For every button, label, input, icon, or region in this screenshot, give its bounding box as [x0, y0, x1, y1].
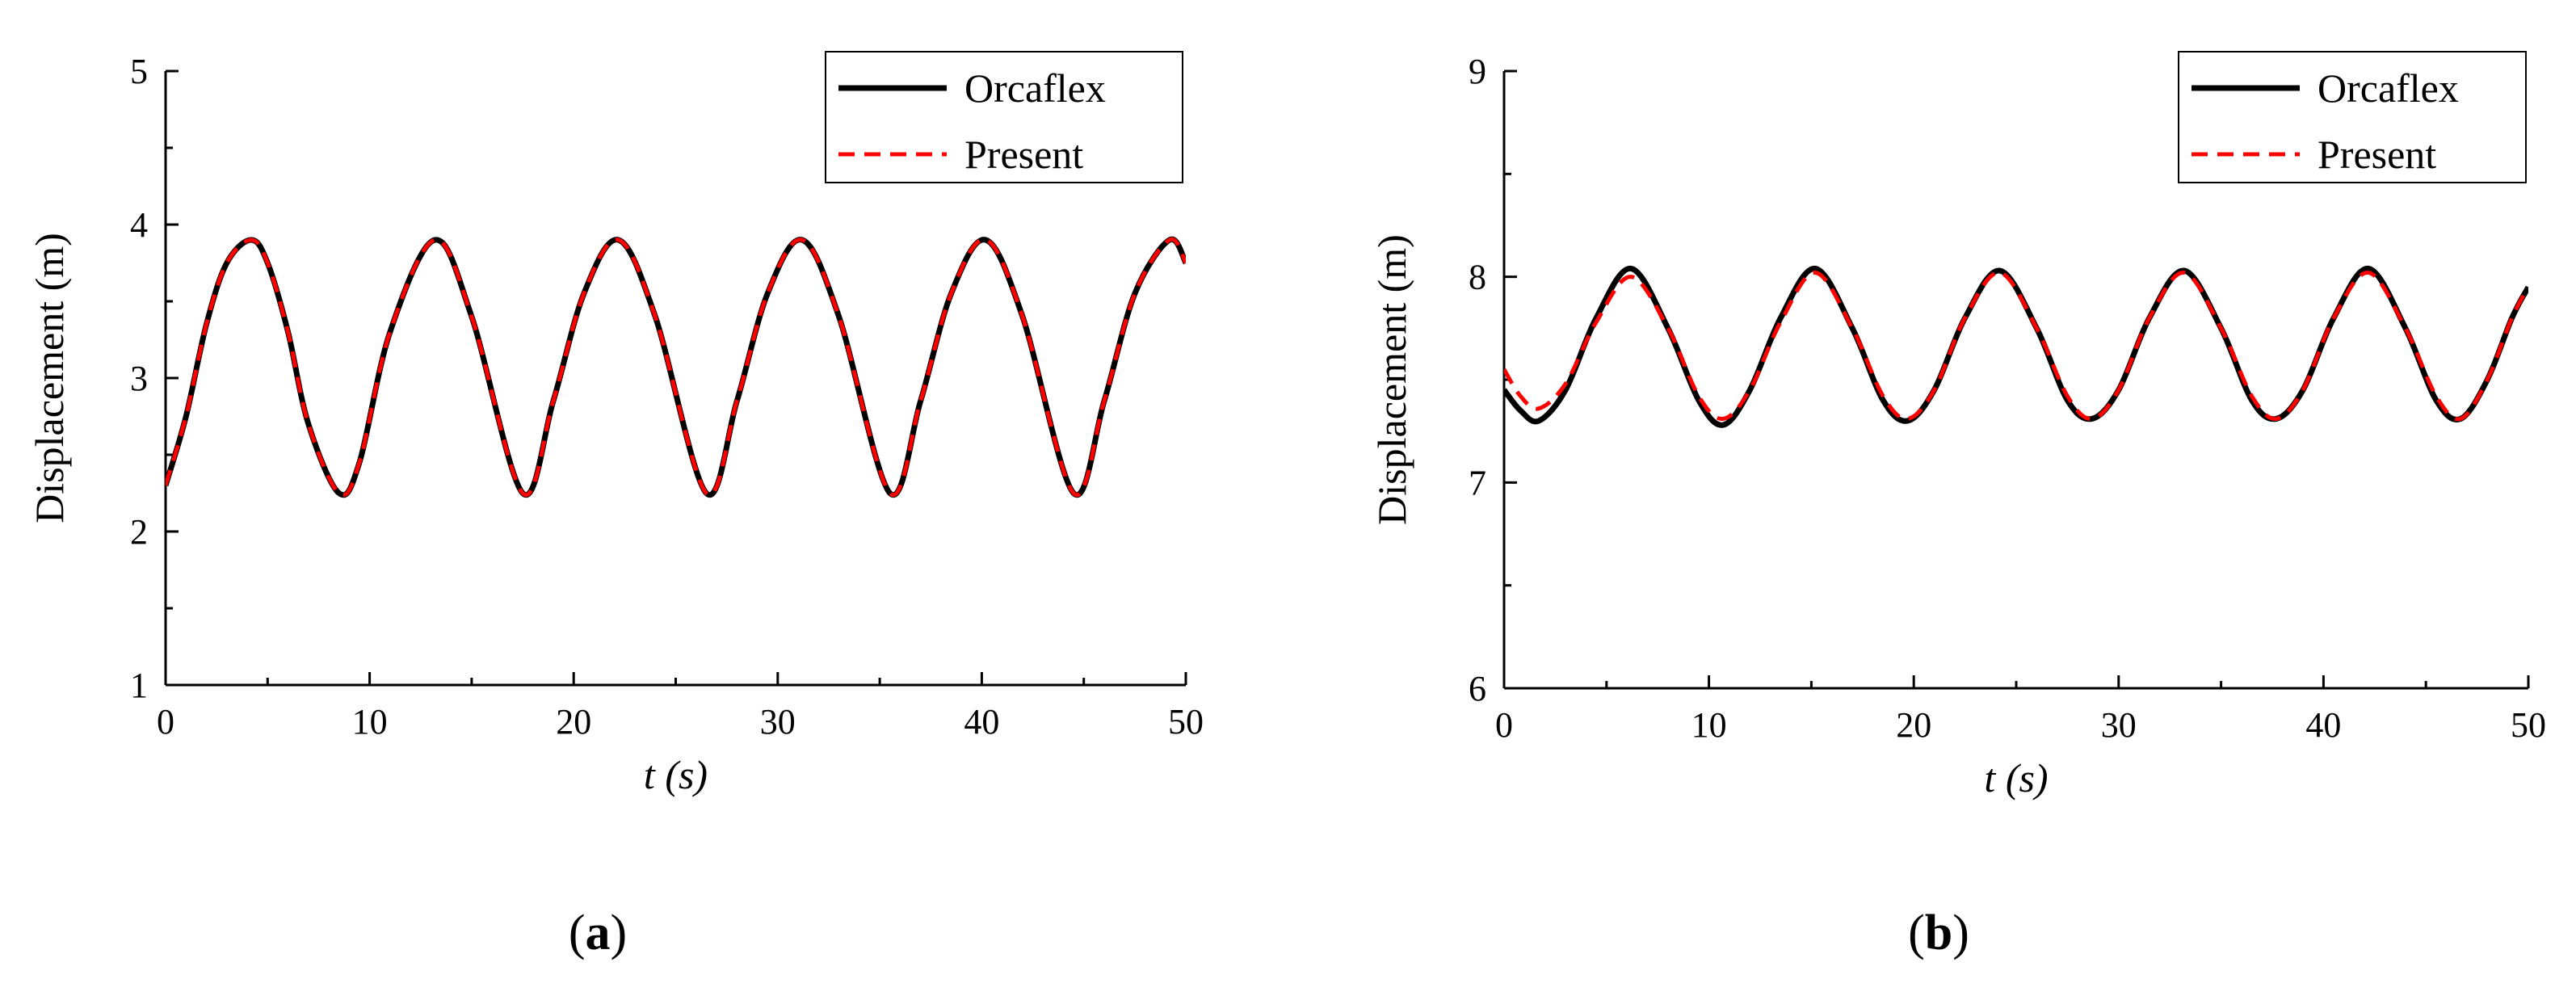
panel-label: (b)	[1908, 906, 1969, 960]
x-tick-label: 30	[2101, 705, 2137, 745]
panel-label-open: (	[569, 906, 586, 960]
x-tick-label: 0	[157, 702, 174, 742]
x-tick-label: 50	[2511, 705, 2546, 745]
x-axis-title: t (s)	[644, 752, 708, 797]
x-tick-label: 40	[964, 702, 999, 742]
panel-label-open: (	[1908, 906, 1925, 960]
x-axis-title: t (s)	[1984, 755, 2048, 801]
x-tick-label: 20	[1896, 705, 1931, 745]
panel-label-close: )	[1952, 906, 1969, 960]
panel-label-close: )	[611, 906, 628, 960]
x-tick-label: 20	[556, 702, 591, 742]
x-axis-title-var: t	[1984, 755, 2005, 801]
y-axis-title: Displacement (m)	[1369, 234, 1414, 525]
panel-label-letter: b	[1925, 906, 1952, 960]
legend-label-present: Present	[2318, 132, 2436, 177]
legend-box	[825, 51, 1183, 183]
y-tick-label: 3	[130, 359, 148, 398]
y-tick-label: 9	[1469, 52, 1486, 91]
series-line-present	[1504, 271, 2528, 422]
x-tick-label: 10	[352, 702, 388, 742]
series-line-orcaflex	[1504, 265, 2528, 428]
x-axis-title-var: t	[644, 752, 665, 797]
legend-label-orcaflex: Orcaflex	[964, 65, 1106, 111]
x-axis-title-unit: (s)	[2006, 755, 2049, 801]
y-tick-label: 7	[1469, 463, 1486, 502]
y-tick-label: 6	[1469, 669, 1486, 708]
series-line-present	[166, 237, 1186, 498]
y-axis-title: Displacement (m)	[27, 233, 72, 523]
legend-label-present: Present	[964, 132, 1083, 177]
panel-label: (a)	[569, 906, 627, 960]
x-tick-label: 0	[1495, 705, 1513, 745]
x-axis-title-unit: (s)	[665, 752, 708, 797]
y-tick-label: 4	[130, 205, 148, 245]
x-tick-label: 10	[1691, 705, 1727, 745]
legend-label-orcaflex: Orcaflex	[2318, 65, 2459, 111]
y-tick-label: 1	[130, 666, 148, 705]
panel-a-chart: 0 10 20 30 40 50 1 2 3 4 5 Displacement (m) t (s) Orc…	[27, 51, 1204, 960]
legend-box	[2178, 51, 2527, 183]
x-tick-label: 40	[2305, 705, 2341, 745]
x-tick-label: 50	[1168, 702, 1204, 742]
y-tick-label: 2	[130, 512, 148, 552]
y-tick-label: 8	[1469, 258, 1486, 297]
panel-b-chart: 0 10 20 30 40 50 6 7 8 9 Displacement (m) t (s) Orca…	[1369, 51, 2546, 960]
y-tick-label: 5	[130, 52, 148, 91]
x-tick-label: 30	[760, 702, 796, 742]
panel-label-letter: a	[586, 906, 611, 960]
